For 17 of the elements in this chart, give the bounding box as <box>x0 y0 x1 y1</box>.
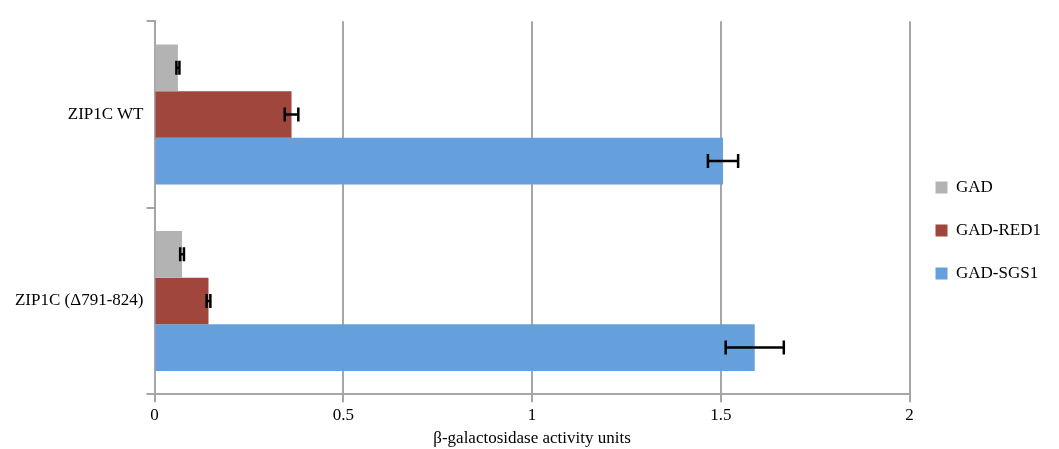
legend-label: GAD <box>956 176 993 196</box>
bar <box>155 231 183 278</box>
x-tick-label: 1 <box>527 404 537 424</box>
legend-label: GAD-SGS1 <box>956 262 1039 282</box>
bar <box>155 44 178 92</box>
x-tick-label: 0 <box>150 404 159 424</box>
bar <box>155 91 292 138</box>
bar <box>155 277 209 325</box>
x-tick-label: 1.5 <box>710 404 732 424</box>
y-tick-label: ZIP1C (Δ791-824) <box>14 290 144 310</box>
bar <box>155 137 724 185</box>
legend-label: GAD-RED1 <box>956 219 1042 239</box>
x-tick-label: 2 <box>905 404 914 424</box>
x-tick-label: 0.5 <box>332 404 354 424</box>
y-tick-label: ZIP1C WT <box>67 103 145 123</box>
x-axis-title: β-galactosidase activity units <box>433 428 631 448</box>
bar <box>155 324 755 371</box>
